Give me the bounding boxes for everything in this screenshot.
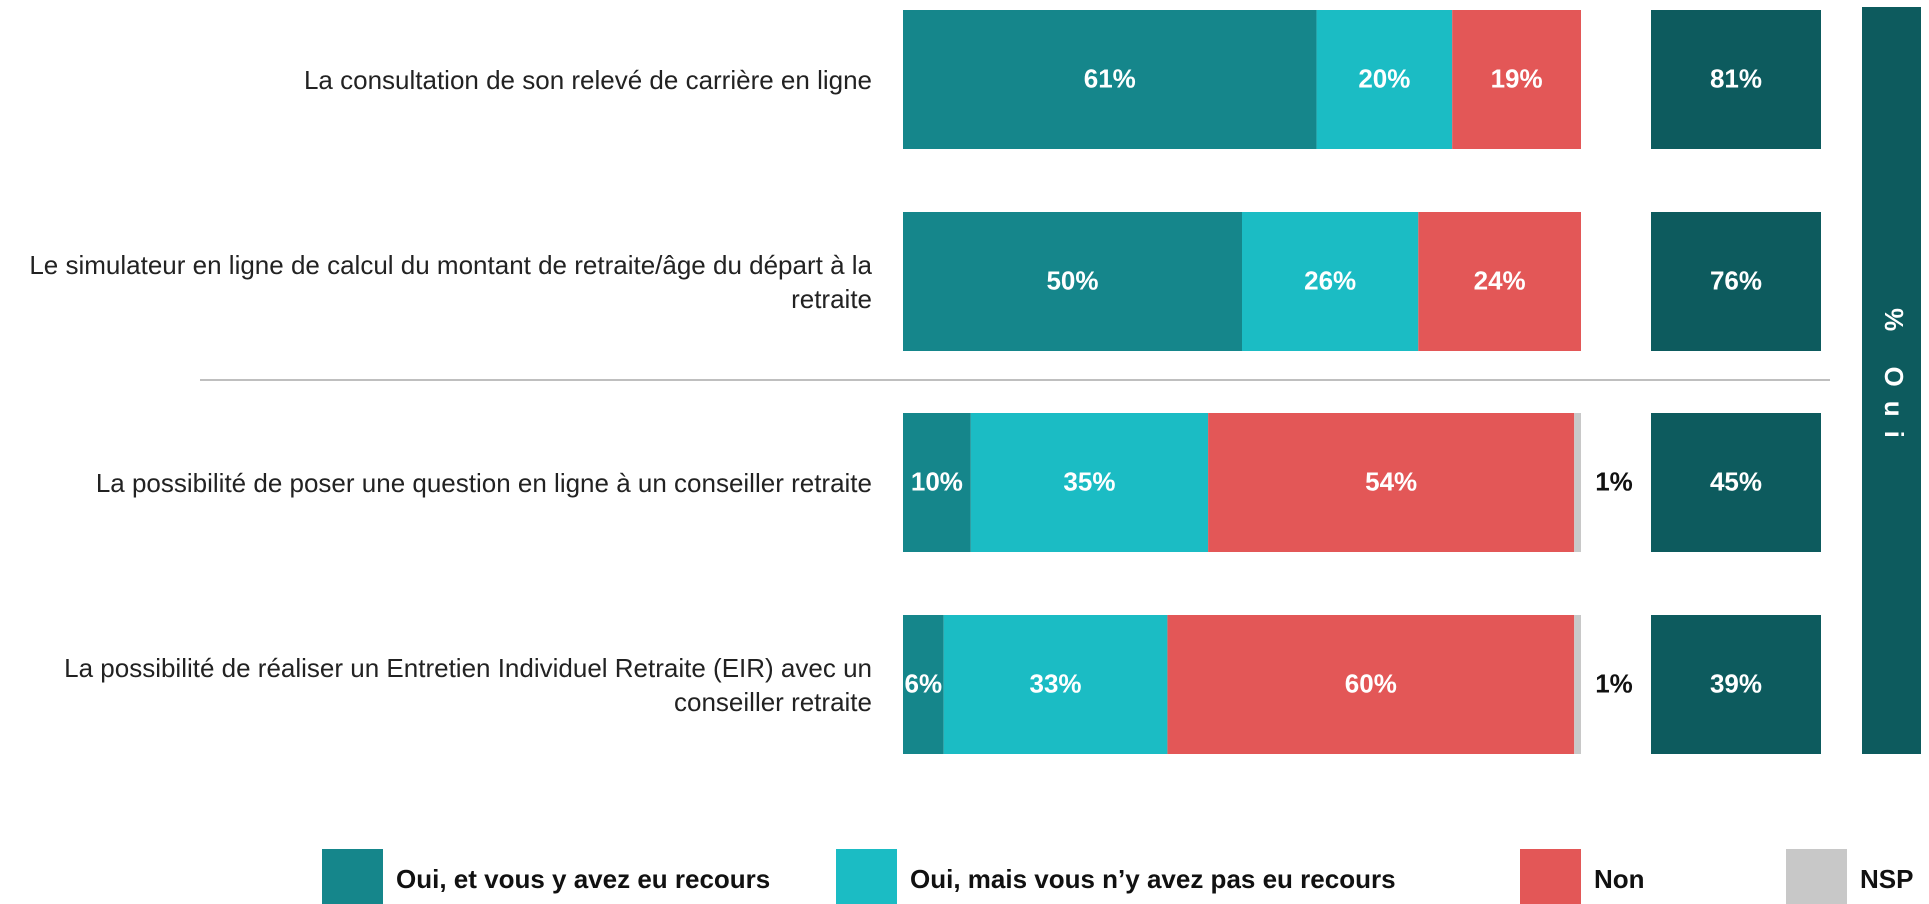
value-label: 61% bbox=[1084, 63, 1136, 93]
bar-segment bbox=[943, 615, 1168, 754]
value-label: 26% bbox=[1304, 265, 1356, 295]
bar-segment bbox=[903, 615, 944, 754]
value-label: 24% bbox=[1474, 265, 1526, 295]
total-header bbox=[1862, 7, 1921, 754]
value-label: 1% bbox=[1595, 668, 1633, 698]
legend-swatch bbox=[1786, 849, 1847, 904]
bar-segment bbox=[1452, 10, 1581, 149]
legend-label: Non bbox=[1594, 864, 1645, 894]
category-label: La possibilité de poser une question en … bbox=[4, 413, 872, 552]
total-label: 81% bbox=[1710, 63, 1762, 93]
value-label: 33% bbox=[1030, 668, 1082, 698]
total-label: 76% bbox=[1710, 265, 1762, 295]
bar-segment bbox=[1208, 413, 1575, 552]
bar-segment bbox=[1574, 413, 1581, 552]
bar-segment bbox=[903, 413, 971, 552]
bar-segment bbox=[903, 212, 1242, 351]
total-box bbox=[1651, 615, 1821, 754]
legend-label: NSP bbox=[1860, 864, 1913, 894]
legend-swatch bbox=[1520, 849, 1581, 904]
category-label: La consultation de son relevé de carrièr… bbox=[4, 10, 872, 149]
category-text: La possibilité de poser une question en … bbox=[95, 467, 872, 498]
value-label: 20% bbox=[1358, 63, 1410, 93]
category-text: Le simulateur en ligne de calcul du mont… bbox=[29, 249, 872, 314]
category-label: Le simulateur en ligne de calcul du mont… bbox=[4, 212, 872, 351]
legend-label: Oui, mais vous n’y avez pas eu recours bbox=[910, 864, 1396, 894]
value-label: 19% bbox=[1491, 63, 1543, 93]
bar-segment bbox=[1242, 212, 1419, 351]
total-box bbox=[1651, 10, 1821, 149]
value-label: 50% bbox=[1046, 265, 1098, 295]
bar-segment bbox=[1574, 615, 1581, 754]
total-label: 45% bbox=[1710, 466, 1762, 496]
total-box bbox=[1651, 212, 1821, 351]
bar-segment bbox=[903, 10, 1317, 149]
bar-segment bbox=[1418, 212, 1581, 351]
value-label: 10% bbox=[911, 466, 963, 496]
total-box bbox=[1651, 413, 1821, 552]
bar-segment bbox=[1167, 615, 1575, 754]
bar-segment bbox=[970, 413, 1209, 552]
legend-label: Oui, et vous y avez eu recours bbox=[396, 864, 770, 894]
total-header-label: % Oui bbox=[1879, 308, 1909, 452]
value-label: 1% bbox=[1595, 466, 1633, 496]
value-label: 35% bbox=[1063, 466, 1115, 496]
category-text: La possibilité de réaliser un Entretien … bbox=[64, 652, 872, 717]
bar-segment bbox=[1316, 10, 1453, 149]
category-text: La consultation de son relevé de carrièr… bbox=[303, 64, 872, 95]
value-label: 6% bbox=[905, 668, 943, 698]
legend-swatch bbox=[836, 849, 897, 904]
category-label: La possibilité de réaliser un Entretien … bbox=[4, 615, 872, 754]
value-label: 60% bbox=[1345, 668, 1397, 698]
value-label: 54% bbox=[1365, 466, 1417, 496]
legend-swatch bbox=[322, 849, 383, 904]
total-label: 39% bbox=[1710, 668, 1762, 698]
